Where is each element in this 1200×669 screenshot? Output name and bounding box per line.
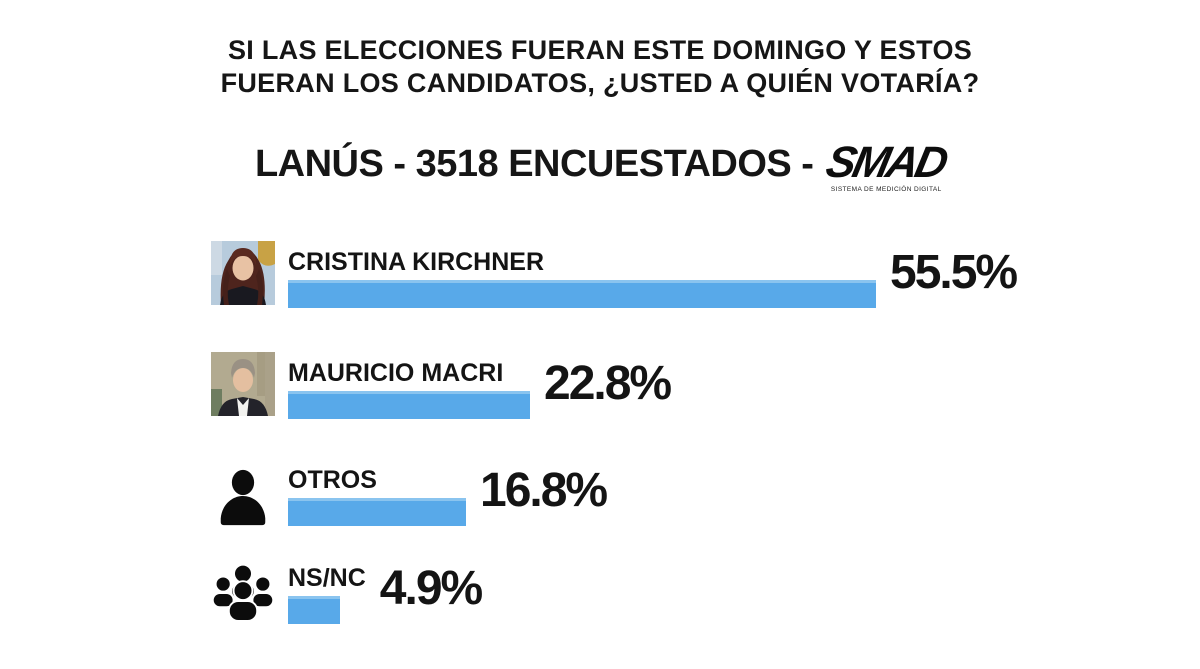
result-bar [288, 391, 530, 419]
result-bar [288, 596, 340, 624]
result-row-cristina: CRISTINA KIRCHNER 55.5% [208, 238, 1018, 308]
macri-portrait-image [208, 349, 278, 419]
smad-caption: SISTEMA DE MEDICIÓN DIGITAL [830, 186, 942, 193]
candidate-label: OTROS [288, 466, 377, 494]
result-row-otros: OTROS 16.8% [208, 456, 608, 526]
title-line-2: FUERAN LOS CANDIDATOS, ¿USTED A QUIÉN VO… [220, 68, 980, 98]
title-line-1: SI LAS ELECCIONES FUERAN ESTE DOMINGO Y … [227, 35, 973, 65]
percent-value: 55.5% [890, 246, 1018, 299]
percent-value: 16.8% [480, 464, 608, 517]
percent-value: 4.9% [379, 562, 483, 615]
subtitle-row: LANÚS - 3518 ENCUESTADOS - SMAD SISTEMA … [0, 138, 1200, 193]
macri-photo [208, 349, 278, 419]
smad-wordmark: SMAD [822, 138, 951, 187]
smad-logo: SMAD SISTEMA DE MEDICIÓN DIGITAL [822, 138, 950, 193]
result-bar [288, 498, 466, 526]
percent-value: 22.8% [544, 357, 672, 410]
result-bar [288, 280, 876, 308]
people-group-icon [208, 554, 278, 624]
cristina-portrait-image [208, 238, 278, 308]
result-row-macri: MAURICIO MACRI 22.8% [208, 349, 672, 419]
person-icon-glyph [220, 469, 266, 526]
subtitle-text: LANÚS - 3518 ENCUESTADOS - [254, 143, 814, 185]
cristina-photo [208, 238, 278, 308]
candidate-label: NS/NC [288, 564, 366, 592]
group-icon-glyph [211, 563, 275, 622]
candidate-label: CRISTINA KIRCHNER [288, 248, 545, 276]
page-title: SI LAS ELECCIONES FUERAN ESTE DOMINGO Y … [0, 34, 1200, 100]
candidate-label: MAURICIO MACRI [288, 359, 504, 387]
person-silhouette-icon [208, 456, 278, 526]
result-row-nsnc: NS/NC 4.9% [208, 554, 483, 624]
